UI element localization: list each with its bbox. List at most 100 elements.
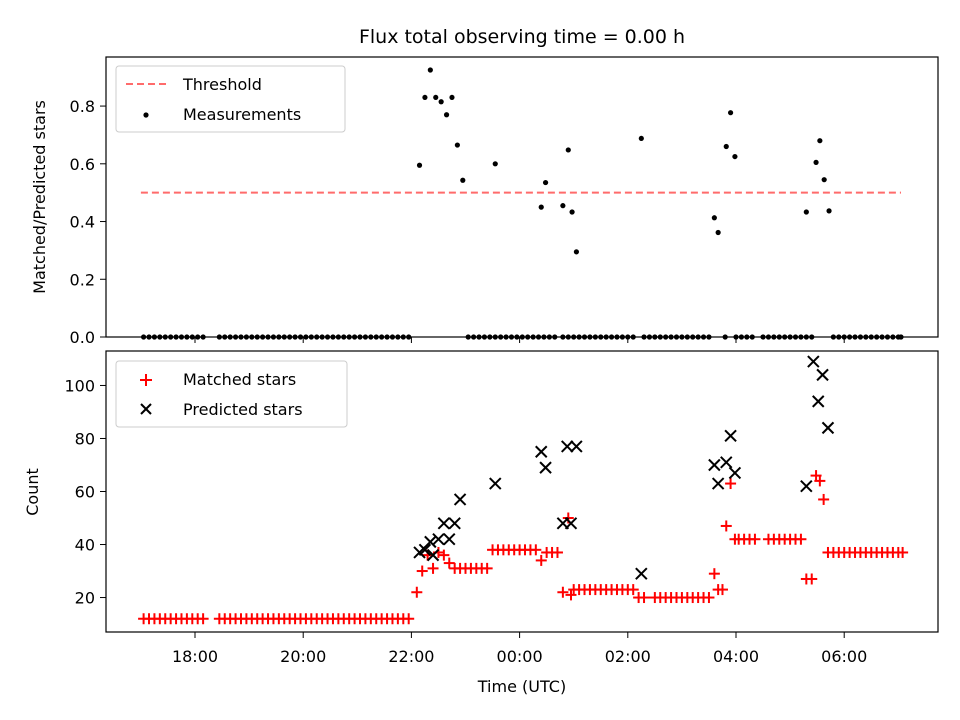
count-x-tick-label: 22:00 (388, 647, 434, 666)
count-legend: Matched stars Predicted stars (115, 360, 348, 428)
predicted-star-point (816, 368, 829, 382)
measurement-point (821, 177, 827, 183)
matched-star-point (416, 565, 428, 577)
ratio-panel: 0.00.20.40.60.8 Matched/Predicted stars … (30, 56, 939, 347)
matched-star-point (720, 520, 732, 532)
predicted-star-point (539, 461, 552, 474)
threshold-legend-label: Threshold (182, 75, 262, 94)
ratio-legend: Threshold Measurements (115, 65, 346, 133)
matched-star-point (708, 568, 720, 580)
count-x-ticks: 18:00 20:00 22:00 00:00 02:00 04:00 06:00 (172, 632, 867, 666)
measurement-point (565, 147, 571, 153)
count-x-tick-label: 00:00 (497, 647, 543, 666)
ratio-y-tick-label: 0.0 (70, 328, 95, 347)
measurement-point (711, 215, 717, 221)
matched-legend-swatch (140, 374, 152, 386)
count-y-ticks: 20 40 60 80 100 (64, 376, 106, 608)
predicted-star-point (561, 440, 574, 453)
measurement-point (803, 209, 809, 215)
measurement-point (454, 142, 460, 148)
predicted-star-point (708, 458, 721, 472)
ratio-y-axis-label: Matched/Predicted stars (30, 100, 49, 294)
ratio-x-ticks (194, 337, 845, 343)
measurement-point (438, 99, 444, 105)
measurement-point (560, 203, 566, 209)
measurement-point (492, 161, 498, 167)
matched-star-point (795, 533, 807, 545)
count-x-tick-label: 04:00 (713, 647, 759, 666)
count-x-tick-label: 18:00 (172, 647, 218, 666)
measurement-point (538, 204, 544, 210)
predicted-star-point (424, 535, 437, 549)
matched-star-point (814, 475, 826, 487)
ratio-y-tick-label: 0.8 (70, 97, 95, 116)
measurement-point (460, 177, 466, 183)
matched-star-point (725, 478, 737, 490)
measurement-point (443, 112, 450, 118)
measurements-legend-swatch (143, 112, 149, 118)
predicted-star-point (711, 477, 725, 490)
predicted-star-point (812, 395, 825, 408)
matched-star-point (627, 584, 639, 596)
count-y-tick-label: 20 (75, 589, 95, 608)
predicted-star-point (800, 479, 813, 493)
measurement-point (813, 159, 819, 165)
predicted-star-point (570, 440, 583, 453)
ratio-y-tick-label: 0.6 (70, 155, 95, 174)
matched-star-point (897, 546, 909, 558)
count-y-tick-label: 60 (75, 483, 95, 502)
matched-star-point (716, 584, 728, 596)
measurement-point (422, 94, 428, 101)
ratio-y-ticks: 0.0 0.2 0.4 0.6 0.8 (70, 97, 106, 347)
predicted-star-point (426, 548, 440, 562)
measurement-point (427, 67, 433, 73)
matched-star-point (535, 554, 547, 566)
measurement-point (433, 94, 439, 101)
count-y-tick-label: 80 (75, 429, 95, 448)
matched-legend-label: Matched stars (183, 370, 296, 389)
matched-star-point (818, 493, 830, 505)
matched-star-point (481, 562, 493, 574)
predicted-star-point (453, 493, 467, 506)
predicted-star-point (564, 517, 578, 530)
measurement-point (416, 162, 423, 168)
measurements-legend-label: Measurements (183, 105, 301, 124)
measurement-point (732, 153, 738, 160)
measurement-point (715, 229, 721, 236)
count-x-tick-label: 02:00 (605, 647, 651, 666)
measurement-point (569, 209, 575, 215)
measurement-point (542, 179, 549, 186)
matched-star-point (530, 544, 542, 556)
predicted-star-point (489, 477, 502, 490)
count-y-tick-label: 40 (75, 536, 95, 555)
ratio-axes-frame (105, 56, 939, 338)
measurement-point (826, 208, 832, 214)
matched-star-point (411, 586, 423, 598)
matched-star-point (557, 586, 569, 598)
predicted-star-point (720, 456, 733, 469)
predicted-star-point (635, 567, 648, 580)
predicted-star-point (437, 517, 451, 530)
chart-title: Flux total observing time = 0.00 h (359, 26, 685, 48)
matched-star-point (703, 592, 715, 604)
measurement-point (573, 249, 580, 255)
measurement-point (817, 138, 823, 144)
predicted-star-point (432, 533, 445, 546)
measurement-point (449, 94, 455, 101)
matched-star-point (427, 562, 439, 574)
predicted-legend-swatch (140, 403, 152, 415)
count-x-axis-label: Time (UTC) (477, 677, 566, 696)
ratio-y-tick-label: 0.4 (70, 213, 95, 232)
matched-star-point (403, 613, 415, 625)
count-x-tick-label: 06:00 (821, 647, 867, 666)
ratio-legend-box (115, 65, 346, 133)
predicted-star-point (418, 543, 432, 557)
predicted-star-point (807, 355, 820, 368)
predicted-star-point (724, 429, 737, 443)
matched-star-point (806, 573, 818, 585)
ratio-y-tick-label: 0.2 (70, 270, 95, 289)
predicted-star-point (448, 517, 461, 530)
matched-star-point (551, 546, 563, 558)
matched-star-point (438, 549, 450, 561)
